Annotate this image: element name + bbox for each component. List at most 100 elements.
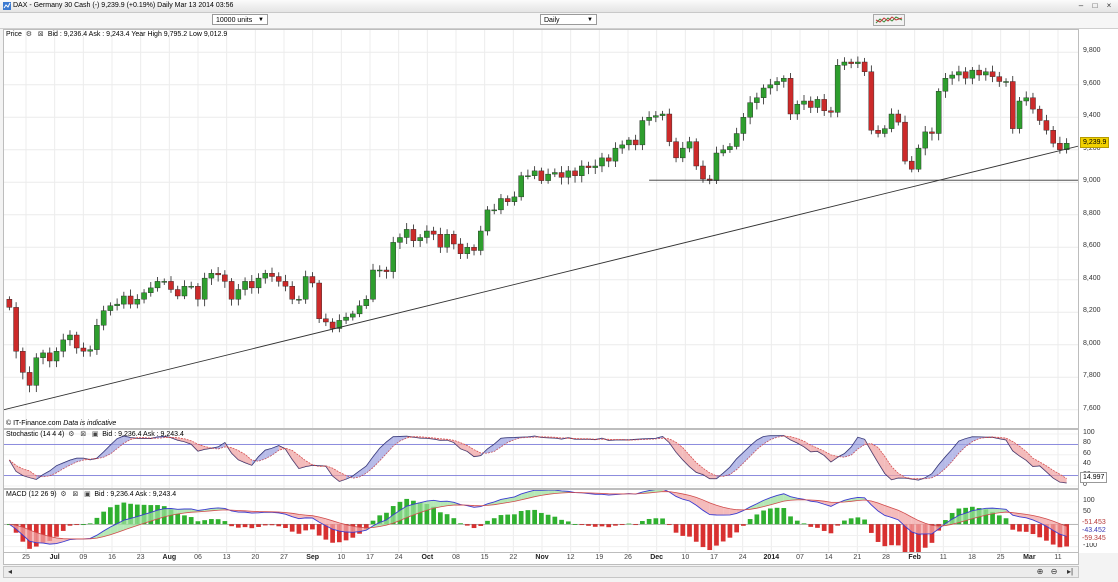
close-icon[interactable]: ⊠ bbox=[72, 491, 79, 498]
candle-body bbox=[370, 269, 376, 300]
date-tick-label: 09 bbox=[79, 554, 88, 561]
stochastic-fill bbox=[911, 478, 919, 481]
stochastic-fill bbox=[332, 468, 340, 482]
macd-histogram-bar bbox=[229, 524, 234, 527]
settings-icon[interactable]: ▣ bbox=[84, 491, 91, 498]
trendline bbox=[4, 145, 1078, 411]
stochastic-fill bbox=[534, 436, 542, 438]
stochastic-fill bbox=[144, 437, 151, 439]
chart-scrollbar[interactable]: ◂ ⊕ ⊖ ▸| bbox=[3, 566, 1079, 578]
macd-histogram-bar bbox=[653, 518, 659, 525]
stochastic-fill bbox=[500, 437, 508, 447]
close-icon[interactable]: × bbox=[1106, 1, 1112, 10]
close-icon[interactable]: ⊠ bbox=[37, 31, 44, 38]
maximize-icon[interactable]: □ bbox=[1092, 1, 1098, 10]
macd-histogram-bar bbox=[714, 524, 719, 546]
macd-histogram-bar bbox=[545, 514, 551, 525]
zoom-out-icon[interactable]: ⊖ bbox=[1050, 567, 1058, 576]
macd-histogram-bar bbox=[222, 521, 228, 525]
macd-histogram-bar bbox=[990, 511, 995, 525]
wrench-icon[interactable]: ⚙ bbox=[25, 31, 33, 38]
candle-body bbox=[989, 71, 996, 77]
candle-body bbox=[531, 170, 538, 176]
macd-fill bbox=[393, 510, 400, 524]
stochastic-fill bbox=[992, 437, 1000, 439]
macd-value-tag: -59.345 bbox=[1080, 534, 1108, 543]
stochastic-fill bbox=[824, 451, 831, 462]
candle-body bbox=[376, 269, 383, 272]
stochastic-pane[interactable]: Stochastic (14 4 4) ⚙ ⊠ ▣ Bid : 9,236.4 … bbox=[3, 429, 1079, 489]
candle-body bbox=[296, 299, 302, 301]
candle-body bbox=[760, 87, 767, 98]
scroll-left-icon[interactable]: ◂ bbox=[7, 567, 12, 576]
candle-body bbox=[821, 99, 827, 111]
stochastic-fill bbox=[669, 439, 677, 453]
macd-fill bbox=[979, 508, 986, 517]
macd-histogram-bar bbox=[47, 524, 53, 541]
stochastic-fill bbox=[608, 439, 616, 441]
candle-body bbox=[478, 230, 484, 251]
macd-histogram-bar bbox=[431, 506, 436, 525]
candle-body bbox=[13, 307, 19, 352]
date-tick-label: 27 bbox=[280, 554, 288, 561]
macd-histogram-bar bbox=[114, 504, 120, 525]
date-tick-label: Aug bbox=[162, 554, 177, 561]
date-tick-label: Oct bbox=[421, 554, 434, 561]
macd-histogram-bar bbox=[128, 503, 133, 525]
scroll-end-icon[interactable]: ▸| bbox=[1066, 567, 1074, 576]
macd-histogram-bar bbox=[700, 524, 706, 548]
minimize-icon[interactable]: – bbox=[1078, 1, 1084, 10]
macd-fill bbox=[406, 504, 414, 518]
candle-body bbox=[356, 305, 363, 315]
date-tick-label: 24 bbox=[394, 554, 403, 561]
macd-histogram-bar bbox=[81, 524, 86, 526]
stochastic-fill bbox=[1039, 462, 1047, 472]
price-chart-pane[interactable]: Price ⚙ ⊠ Bid : 9,236.4 Ask : 9,243.4 Ye… bbox=[3, 29, 1079, 429]
timeframe-select[interactable]: Daily ▼ bbox=[540, 14, 597, 25]
candle-body bbox=[94, 325, 100, 350]
stochastic-fill bbox=[696, 462, 703, 475]
candle-body bbox=[875, 130, 881, 134]
macd-histogram-bar bbox=[909, 524, 915, 552]
candle-body bbox=[713, 152, 720, 181]
macd-fill bbox=[824, 501, 831, 507]
date-tick-label: Feb bbox=[908, 554, 921, 561]
stochastic-fill bbox=[790, 436, 798, 443]
macd-fill bbox=[339, 522, 347, 533]
macd-fill bbox=[144, 512, 151, 524]
stochastic-fill bbox=[197, 444, 205, 452]
units-select[interactable]: 10000 units ▼ bbox=[212, 14, 268, 25]
candle-body bbox=[309, 276, 316, 284]
macd-histogram-bar bbox=[815, 524, 820, 528]
candle-body bbox=[275, 276, 282, 282]
stochastic-tick-label: 100 bbox=[1083, 429, 1095, 436]
settings-icon[interactable]: ▣ bbox=[91, 431, 99, 438]
stochastic-fill bbox=[399, 436, 407, 441]
macd-pane[interactable]: MACD (12 26 9) ⚙ ⊠ ▣ Bid : 9,236.4 Ask :… bbox=[3, 489, 1079, 553]
macd-histogram-bar bbox=[673, 524, 679, 533]
stochastic-fill bbox=[676, 442, 683, 460]
stochastic-fill bbox=[925, 473, 932, 479]
macd-histogram-bar bbox=[788, 516, 793, 525]
stochastic-fill bbox=[642, 438, 650, 440]
macd-histogram-bar bbox=[370, 520, 376, 525]
candle-body bbox=[464, 247, 471, 254]
wrench-icon[interactable]: ⚙ bbox=[60, 491, 67, 498]
stochastic-fill bbox=[729, 458, 737, 475]
zoom-in-icon[interactable]: ⊕ bbox=[1036, 567, 1044, 576]
candle-body bbox=[922, 131, 928, 149]
macd-histogram-bar bbox=[606, 524, 612, 528]
candle-body bbox=[599, 157, 605, 167]
macd-info: Bid : 9,236.4 Ask : 9,243.4 bbox=[94, 491, 177, 498]
candle-body bbox=[302, 276, 309, 300]
candle-body bbox=[444, 234, 450, 248]
chart-type-button[interactable] bbox=[873, 14, 905, 26]
candle-body bbox=[552, 172, 558, 175]
close-icon[interactable]: ⊠ bbox=[80, 431, 87, 438]
wrench-icon[interactable]: ⚙ bbox=[68, 431, 75, 438]
macd-fill bbox=[534, 490, 542, 497]
macd-fill bbox=[332, 520, 340, 532]
price-info: Bid : 9,236.4 Ask : 9,243.4 Year High 9,… bbox=[47, 31, 228, 38]
macd-histogram-bar bbox=[1030, 524, 1036, 535]
stochastic-fill bbox=[110, 438, 118, 454]
